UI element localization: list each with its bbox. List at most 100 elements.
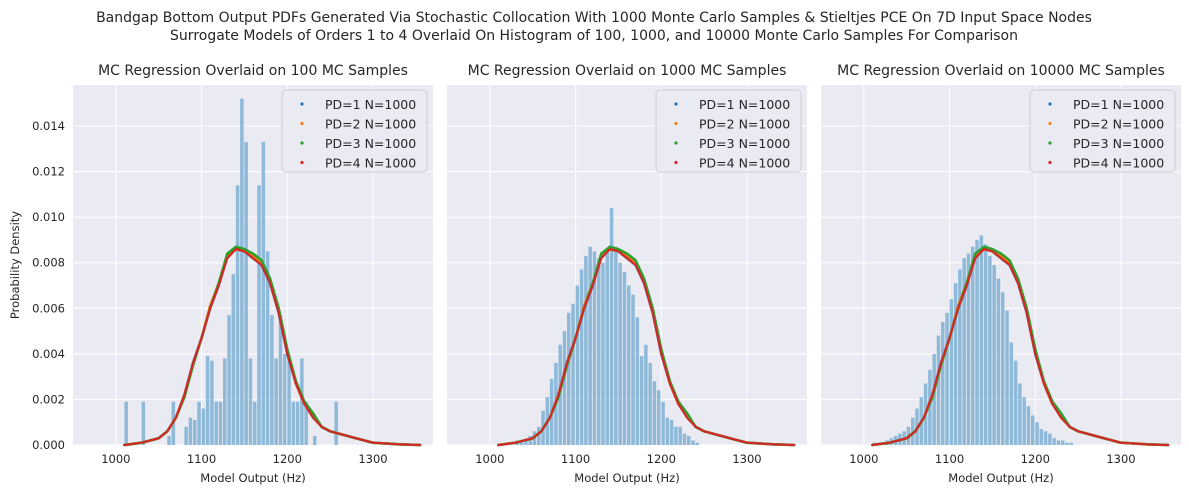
histogram-bar	[528, 435, 532, 445]
histogram-bar	[1052, 438, 1056, 445]
y-tick-label: 0.012	[32, 165, 65, 179]
histogram-bar	[975, 239, 979, 445]
histogram-bar	[584, 255, 588, 445]
legend-entry: PD=1 N=1000	[699, 97, 790, 112]
histogram-bar	[953, 283, 958, 445]
histogram-bar	[313, 435, 317, 445]
histogram-bar	[257, 185, 261, 445]
histogram-bar	[597, 258, 601, 445]
histogram-bar	[227, 315, 231, 445]
suptitle-line-2: Surrogate Models of Orders 1 to 4 Overla…	[170, 28, 1018, 44]
suptitle-line-1: Bandgap Bottom Output PDFs Generated Via…	[96, 10, 1092, 26]
legend-marker-pd1	[1048, 102, 1052, 106]
legend-entry: PD=4 N=1000	[1073, 156, 1164, 171]
histogram-bar	[295, 401, 300, 445]
histogram-bar	[124, 401, 128, 445]
histogram-bar	[996, 278, 1001, 445]
y-tick-label: 0.010	[32, 210, 65, 224]
histogram-bar	[287, 358, 291, 445]
legend-marker-pd3	[1048, 141, 1052, 145]
histogram-bar	[635, 317, 640, 445]
legend: PD=1 N=1000 PD=2 N=1000 PD=3 N=1000 PD=4 N=…	[281, 89, 428, 173]
legend-entry: PD=3 N=1000	[1073, 136, 1164, 151]
histogram-bar	[253, 401, 257, 445]
histogram-bar	[1031, 415, 1035, 445]
series-line-pd4	[871, 248, 1170, 447]
histogram-bar	[519, 440, 524, 445]
histogram-bar	[665, 417, 670, 445]
y-tick-label: 0.014	[32, 119, 65, 133]
histogram-bar	[971, 246, 975, 445]
y-tick-label: 0.004	[32, 347, 65, 361]
histogram-bar	[983, 244, 988, 445]
histogram-bar	[618, 262, 622, 445]
histogram-bar	[669, 419, 674, 445]
legend-marker-pd2	[1048, 121, 1052, 126]
histogram-bar	[235, 185, 240, 445]
histogram-bar	[579, 269, 584, 445]
y-tick-label: 0.006	[32, 301, 65, 315]
legend-box	[281, 89, 428, 173]
histogram-bar	[201, 408, 206, 445]
legend-entry: PD=4 N=1000	[325, 156, 416, 171]
legend-entry: PD=2 N=1000	[699, 117, 790, 132]
histogram-bar	[691, 440, 695, 445]
histogram-bar	[941, 321, 945, 445]
histogram-bar	[661, 401, 665, 445]
histogram-bar	[945, 312, 949, 445]
x-tick-label: 1300	[1106, 452, 1135, 466]
histogram-bar	[274, 358, 278, 445]
histogram-bar	[261, 141, 266, 445]
legend-marker-pd2	[300, 121, 304, 126]
histogram-bar	[562, 331, 567, 445]
x-tick-label: 1200	[1021, 452, 1050, 466]
histogram-bar	[1048, 433, 1052, 445]
legend-entry: PD=2 N=1000	[1073, 117, 1164, 132]
series-line-pd4	[497, 248, 796, 447]
histogram-bar	[1005, 310, 1009, 445]
histogram-bar	[966, 253, 971, 445]
histogram-bar	[334, 401, 338, 445]
histogram-bar	[588, 246, 592, 445]
x-tick-label: 1100	[561, 452, 590, 466]
histogram-bar	[300, 358, 304, 445]
histogram-bar	[1039, 429, 1044, 445]
subplot-1: 0.000 0.002 0.004 0.006 0.008 0.010 0.012 0.014…	[8, 63, 433, 485]
x-tick-label: 1200	[647, 452, 676, 466]
histogram-bar	[958, 269, 962, 445]
histogram-bar	[657, 390, 661, 445]
histogram-bar	[936, 335, 941, 445]
histogram-bar	[231, 274, 236, 445]
histogram-bar	[291, 401, 296, 445]
legend-entry: PD=2 N=1000	[325, 117, 416, 132]
histogram-bar	[687, 435, 691, 445]
y-tick-label: 0.000	[32, 438, 65, 452]
histogram-bar	[911, 417, 915, 445]
legend-marker-pd2	[674, 121, 678, 126]
x-tick-label: 1000	[849, 452, 878, 466]
legend-box	[655, 89, 802, 173]
x-tick-label: 1000	[475, 452, 504, 466]
x-tick-label: 1300	[358, 452, 387, 466]
series-line-pd4	[123, 248, 422, 447]
legend-entry: PD=3 N=1000	[699, 136, 790, 151]
histogram-bar	[622, 271, 627, 445]
histogram-bar	[270, 315, 274, 445]
x-tick-label: 1100	[935, 452, 964, 466]
legend-entry: PD=1 N=1000	[325, 97, 416, 112]
x-tick-label: 1000	[101, 452, 130, 466]
legend-marker-pd4	[674, 160, 678, 165]
legend-marker-pd1	[674, 102, 678, 106]
legend-entry: PD=1 N=1000	[1073, 97, 1164, 112]
histogram-bar	[695, 442, 700, 445]
histogram-bar	[644, 344, 648, 445]
histogram-bar	[682, 433, 687, 445]
histogram-bar	[674, 426, 678, 445]
histogram-bar	[575, 285, 580, 445]
histogram-bar	[265, 251, 270, 445]
histogram-bar	[1013, 360, 1018, 445]
histogram-bar	[193, 419, 197, 445]
histogram-bar	[244, 141, 248, 445]
histogram-bar	[1043, 431, 1048, 445]
legend: PD=1 N=1000 PD=2 N=1000 PD=3 N=1000 PD=4 N=…	[1029, 89, 1176, 173]
